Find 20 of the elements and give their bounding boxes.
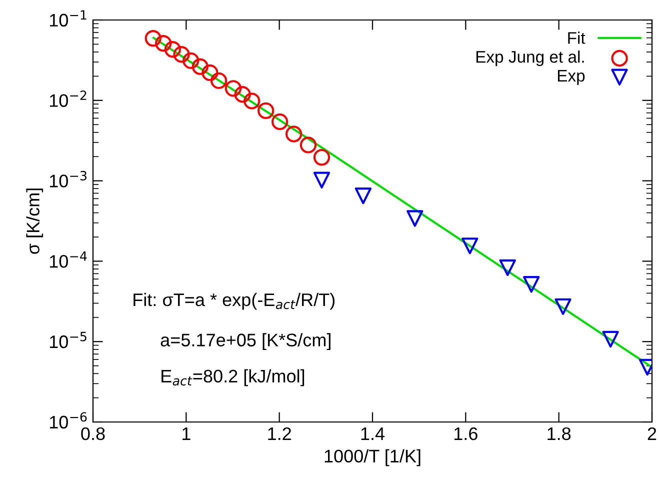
x-tick-label: 1.2	[268, 427, 291, 440]
legend-label: Fit	[568, 32, 586, 44]
y-tick-label: 10$^{−2}$	[50, 90, 86, 107]
y-tick-label: 10$^{−3}$	[50, 170, 86, 188]
x-tick-label: 1.8	[548, 427, 571, 440]
y-tick-label: 10$^{−1}$	[50, 10, 86, 27]
x-axis-title: 1000/T [1/K]	[324, 449, 420, 466]
x-tick-label: 1	[182, 428, 190, 440]
annotation: a=5.17e+05 [K*S/cm]	[160, 333, 330, 350]
legend-label: Exp	[558, 70, 585, 85]
annotation: Fit: σT=a * exp(-E$_{act}$/R/T)	[134, 292, 335, 310]
x-tick-label: 1.4	[361, 428, 385, 440]
y-axis-title: σ [K/cm]	[26, 188, 44, 254]
x-tick-label: 1.6	[454, 427, 478, 440]
y-tick-label: 10$^{−4}$	[50, 251, 87, 268]
y-tick-label: 10$^{−5}$	[50, 332, 86, 348]
legend-label: Exp Jung et al.	[476, 50, 584, 66]
annotation: E$_{act}$=80.2 [kJ/mol]	[162, 369, 304, 386]
x-tick-label: 0.8	[81, 427, 105, 440]
x-tick-label: 2	[648, 427, 656, 440]
